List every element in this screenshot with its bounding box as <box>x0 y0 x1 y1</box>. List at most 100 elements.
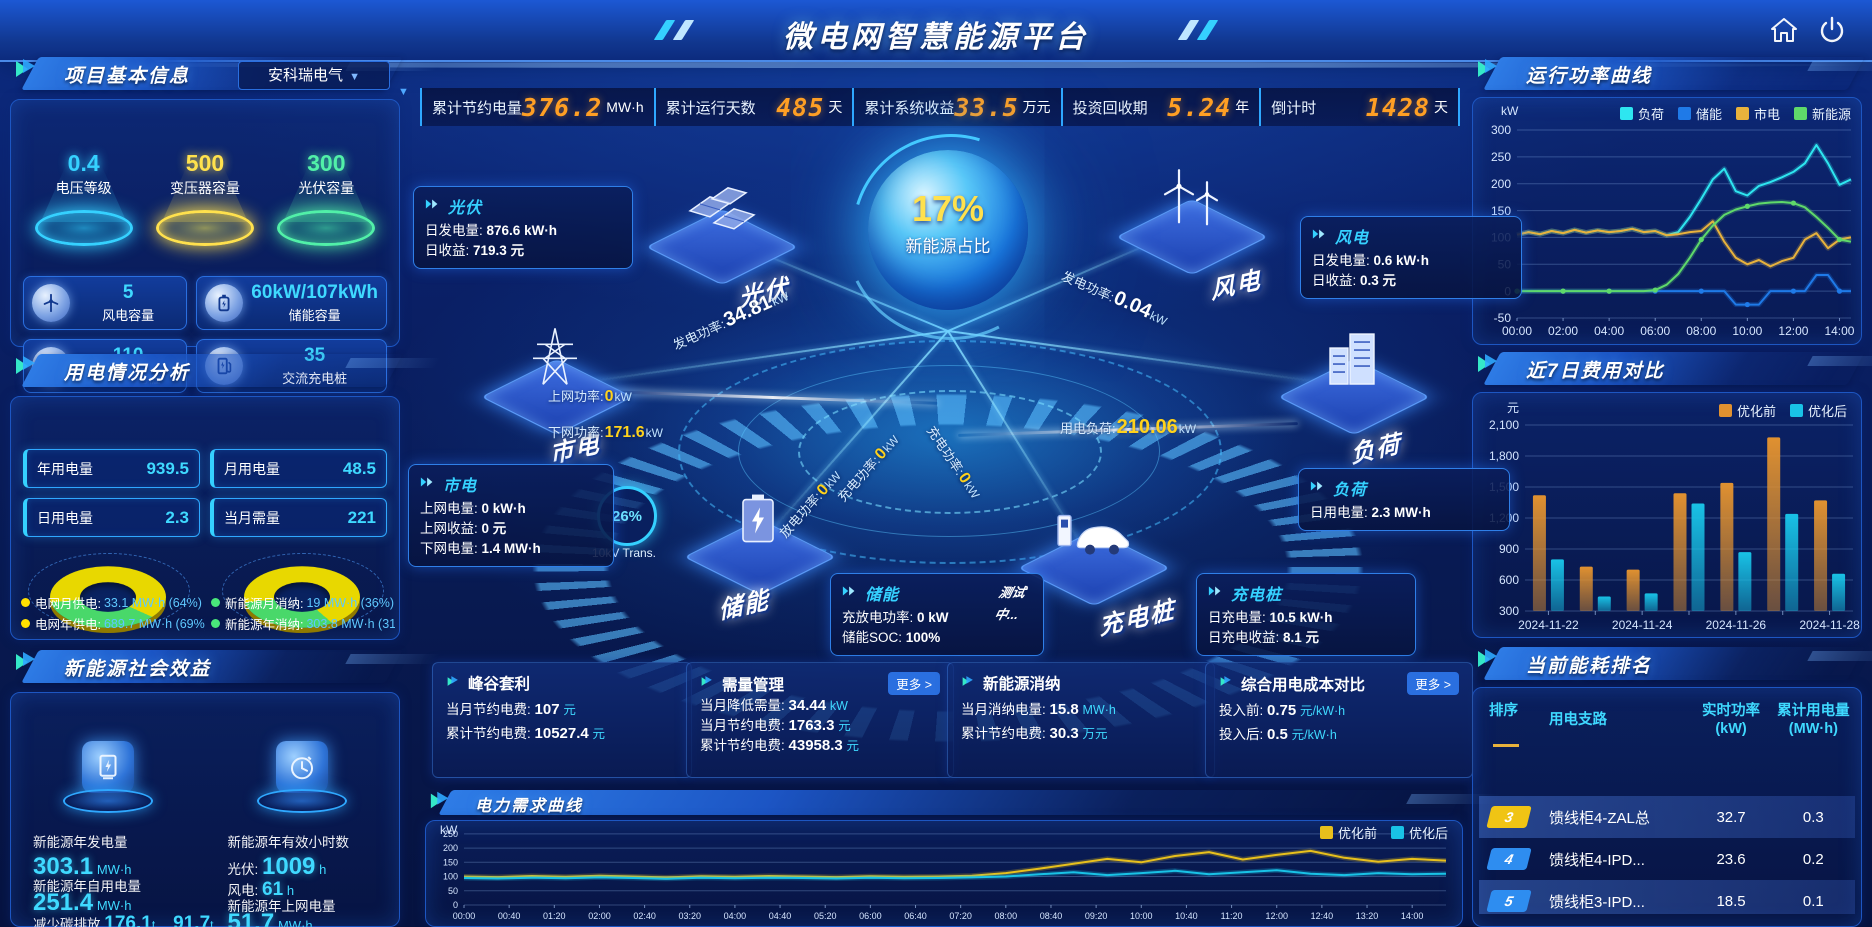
info-row-label: 日用电量: <box>1310 505 1368 520</box>
panel-title: 当前能耗排名 <box>1526 656 1653 677</box>
table-row[interactable]: 4 馈线柜4-IPD... 23.6 0.2 <box>1479 838 1855 880</box>
solar-energy-icon <box>99 754 117 780</box>
svg-text:04:00: 04:00 <box>724 911 747 921</box>
info-card-title: 风电 <box>1335 230 1370 247</box>
kpi-unit: 年 <box>1235 99 1250 115</box>
capacity-stat-text: 60kW/107kWh 储能容量 <box>251 282 378 324</box>
benefit-card: 新能源消纳 当月消纳电量: 15.8 MW·h 累计节约电费: 30.3 万元 <box>947 662 1215 778</box>
legend-item-储能[interactable]: 储能 <box>1677 104 1722 123</box>
info-card-header: 光伏 <box>425 194 621 218</box>
power-icon[interactable] <box>1816 14 1848 46</box>
svg-text:09:20: 09:20 <box>1085 911 1108 921</box>
podium-label: 光伏容量 <box>298 180 355 196</box>
collapse-caret[interactable]: ▼ <box>398 86 409 98</box>
svg-text:200: 200 <box>1491 177 1511 191</box>
benefit-card-header: 综合用电成本对比 更多 > <box>1219 672 1459 695</box>
capacity-podiums: 0.4 电压等级 500 变压器容量 300 光伏容量 <box>23 150 387 268</box>
info-card-title: 光伏 <box>448 200 483 217</box>
usage-stat: 日用电量 2.3 <box>23 498 200 537</box>
table-row[interactable]: 5 馈线柜3-IPD... 18.5 0.1 <box>1479 880 1855 914</box>
panel-usage-analysis: 用电情况分析 年用电量 939.5 月用电量 48.5 日用电量 2.3 当月需量 221 电… <box>10 352 403 640</box>
svg-text:300: 300 <box>1491 123 1511 137</box>
panel-mini-icon <box>961 674 975 693</box>
benefit-card-header: 需量管理 更多 > <box>700 672 940 695</box>
svg-text:14:00: 14:00 <box>1401 911 1424 921</box>
kpi-value: 33.5 <box>954 92 1019 122</box>
usage-stat-value: 2.3 <box>165 507 189 527</box>
chevron-right-icon <box>1312 227 1328 245</box>
legend-dot <box>211 619 220 628</box>
benefit-row-label: 投入前: <box>1219 703 1264 718</box>
usage-donuts <box>11 545 399 649</box>
grid-node-icon <box>523 324 587 393</box>
info-card-row: 储能SOC: 100% <box>842 628 1032 648</box>
benefit-card-title: 新能源消纳 <box>983 676 1061 693</box>
benefit-row-value: 43958.3 <box>788 737 843 754</box>
node-wind: 风电 <box>1115 165 1269 305</box>
svg-text:12:00: 12:00 <box>1265 911 1288 921</box>
info-card-header: 市电 <box>420 472 602 496</box>
legend-item-新能源[interactable]: 新能源 <box>1793 104 1851 123</box>
benefit-row-value: 10527.4 <box>534 725 589 742</box>
legend-item-市电[interactable]: 市电 <box>1735 104 1780 123</box>
project-selector-dropdown[interactable]: 安科瑞电气 ▼ <box>238 61 390 90</box>
header-underline <box>1493 744 1519 747</box>
more-button[interactable]: 更多 > <box>888 672 940 695</box>
benefit-card-header: 峰谷套利 <box>446 672 678 694</box>
home-icon[interactable] <box>1768 14 1800 46</box>
svg-text:06:00: 06:00 <box>859 911 882 921</box>
info-row-value: 0 kW·h <box>481 501 526 516</box>
capacity-podium: 300 光伏容量 <box>266 150 387 268</box>
legend-item-优化前[interactable]: 优化前 <box>1718 401 1776 420</box>
usage-stats: 年用电量 939.5 月用电量 48.5 日用电量 2.3 当月需量 221 <box>23 449 387 537</box>
rank-cell: 5 <box>1479 890 1549 912</box>
chevron-right-icon <box>420 475 436 493</box>
info-card-badge: 测试中... <box>992 585 1027 622</box>
info-card-wind: 风电 日发电量: 0.6 kW·h 日收益: 0.3 元 <box>1300 216 1522 299</box>
info-row-label: 充放电功率: <box>842 610 914 625</box>
info-row-label: 日收益: <box>425 243 470 258</box>
info-card-header: 储能 测试中... <box>842 581 1032 622</box>
panel-project-info: 项目基本信息 安科瑞电气 ▼ 0.4 电压等级 500 变压器容量 300 光伏容量 5 风电… <box>10 55 403 393</box>
legend-item-优化前[interactable]: 优化前 <box>1319 823 1377 842</box>
info-row-value: 0 kW <box>917 610 949 625</box>
info-card-grid: 市电 上网电量: 0 kW·h 上网收益: 0 元下网电量: 1.4 MW·h <box>408 464 614 567</box>
svg-text:08:40: 08:40 <box>1040 911 1063 921</box>
podium-label: 变压器容量 <box>169 180 240 196</box>
panel-mini-icon <box>446 674 460 693</box>
benefit-row-value: 0.75 <box>1267 702 1297 719</box>
legend-item-优化后[interactable]: 优化后 <box>1789 401 1847 420</box>
capacity-stat-text: 5 风电容量 <box>78 282 178 324</box>
capacity-podium: 0.4 电压等级 <box>23 150 144 268</box>
node-pv: 光伏 <box>645 175 799 313</box>
flow-label: 充电功率:0kW <box>832 430 903 506</box>
rank-badge: 4 <box>1486 848 1532 870</box>
table-row[interactable]: 3 馈线柜4-ZAL总 32.7 0.3 <box>1479 796 1855 838</box>
storage-node-icon <box>731 490 785 553</box>
more-button[interactable]: 更多 > <box>1407 672 1459 695</box>
flow-name: 发电功率: <box>670 316 728 353</box>
legend-item-优化后[interactable]: 优化后 <box>1390 823 1448 842</box>
flow-label: 用电负荷:210.06kW <box>1060 416 1196 439</box>
kpi-bar: 累计节约电量 376.2 MW·h 累计运行天数 485 天累计系统收益 33.5 万元 投资回… <box>420 88 1460 126</box>
capacity-stat-label: 风电容量 <box>102 308 155 323</box>
kpi-unit: 万元 <box>1022 99 1051 115</box>
power-curve-chart: -5005010015020025030000:0002:0004:0006:0… <box>1473 122 1861 349</box>
panel-corner-icon <box>16 652 35 670</box>
donut-legend-item: 电网年供电: 689.7 MW·h (69%) <box>21 614 205 633</box>
info-row-value: 0.6 kW·h <box>1373 253 1430 268</box>
chevron-right-icon <box>425 197 441 215</box>
legend-item-负荷[interactable]: 负荷 <box>1619 104 1664 123</box>
node-label: 风电 <box>1209 266 1263 305</box>
svg-text:2024-11-26: 2024-11-26 <box>1706 618 1767 632</box>
kpi-label: 累计节约电量 <box>432 99 523 117</box>
panel-title: 用电情况分析 <box>64 363 191 384</box>
capacity-stat-value: 60kW/107kWh <box>251 282 378 303</box>
light-beam <box>608 390 938 405</box>
flow-name: 发电功率: <box>1059 268 1117 305</box>
panel-energy-ranking: 当前能耗排名 排序 用电支路 实时功率 (kW) 累计用电量 (MW·h) 3 馈线柜… <box>1472 645 1865 927</box>
svg-text:06:00: 06:00 <box>1640 324 1670 338</box>
panel-mini-icon <box>1219 674 1233 693</box>
flow-spoke <box>947 330 1353 388</box>
info-card-row: 日充电收益: 8.1 元 <box>1208 628 1404 648</box>
